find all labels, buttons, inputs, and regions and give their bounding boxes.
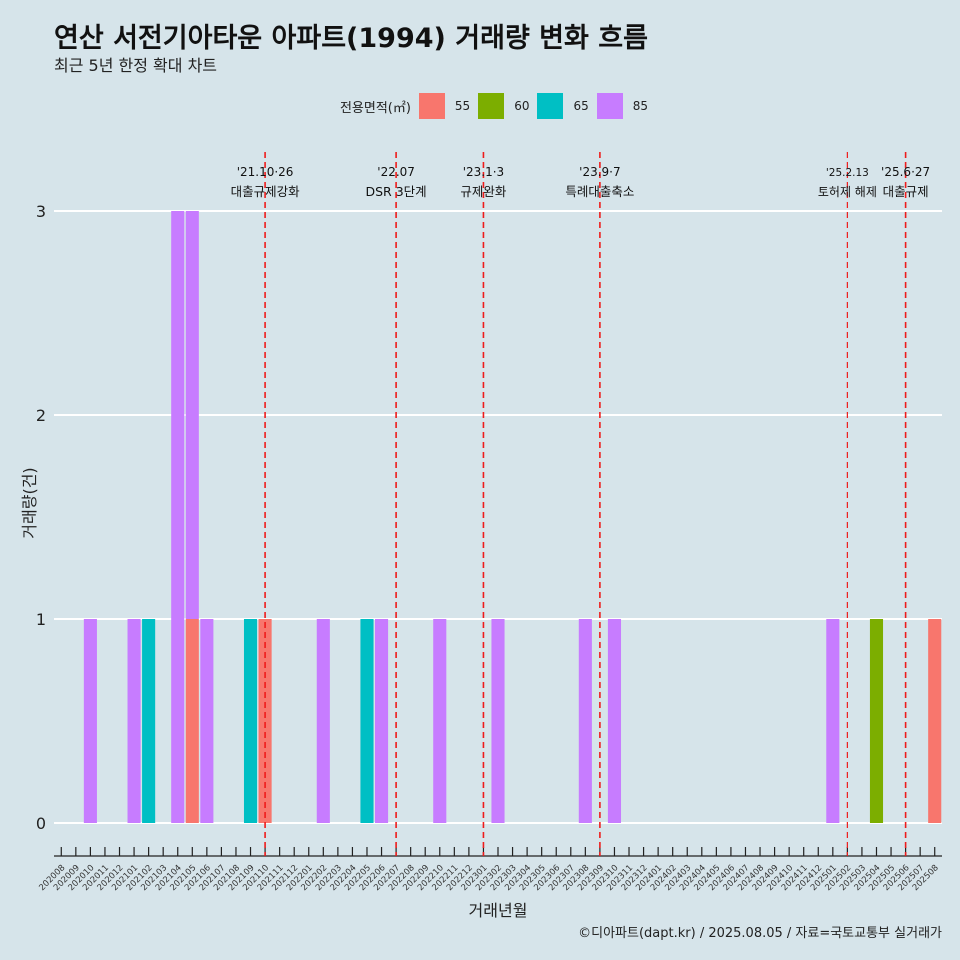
- legend-label-55: 55: [454, 99, 471, 113]
- annotation-label: 대출규제강화: [231, 184, 301, 199]
- legend-item-85: 85: [596, 93, 649, 119]
- bar-65-202109: [243, 619, 258, 823]
- y-tick-label: 2: [36, 406, 46, 425]
- y-tick-label: 0: [36, 814, 46, 833]
- chart-subtitle: 최근 5년 한정 확대 차트: [54, 56, 218, 75]
- legend-swatch-60: [478, 93, 505, 119]
- legend-item-65: 65: [537, 93, 589, 119]
- annotation-date: '22.07: [377, 165, 415, 179]
- bar-85-202101: [127, 619, 141, 823]
- legend-title: 전용면적(㎡): [339, 100, 411, 116]
- bar-65-202205: [360, 619, 374, 823]
- x-axis-label: 거래년월: [468, 901, 528, 920]
- annotation-label: DSR 3단계: [366, 184, 427, 199]
- bar-85-202106: [200, 619, 214, 823]
- annotation-date: '21.10·26: [237, 165, 294, 179]
- bar-65-202102: [142, 619, 156, 823]
- annotation-date: '25.2.13: [826, 167, 869, 179]
- bar-85-202105: [185, 211, 199, 619]
- bar-55-202508: [928, 619, 942, 823]
- bar-85-202206: [374, 619, 389, 823]
- bar-85-202310: [607, 619, 622, 823]
- annotation-label: 규제완화: [460, 184, 507, 199]
- y-tick-label: 1: [36, 610, 46, 629]
- annotation-label: 특례대출축소: [565, 184, 634, 199]
- annotation-date: '23.1·3: [463, 165, 504, 179]
- bar-60-202504: [869, 619, 884, 823]
- annotation-date: '23.9·7: [579, 165, 620, 179]
- chart-title: 연산 서전기아타운 아파트(1994) 거래량 변화 흐름: [54, 23, 648, 54]
- bar-85-202202: [316, 619, 330, 823]
- legend: 전용면적(㎡) 55 60 65 85: [0, 93, 960, 119]
- bar-85-202302: [491, 619, 505, 823]
- bar-55-202110: [258, 619, 272, 823]
- y-axis-label: 거래량(건): [20, 467, 39, 539]
- caption: ©디아파트(dapt.kr) / 2025.08.05 / 자료=국토교통부 실…: [578, 926, 942, 941]
- bar-85-202210: [433, 619, 447, 823]
- annotation-label: 대출규제: [883, 184, 929, 199]
- legend-swatch-65: [537, 93, 564, 119]
- legend-item-55: 55: [418, 93, 471, 119]
- y-tick-label: 3: [36, 202, 46, 221]
- bar-85-202501: [826, 619, 840, 823]
- legend-label-60: 60: [514, 99, 530, 113]
- legend-label-85: 85: [632, 99, 649, 113]
- legend-label-65: 65: [573, 99, 589, 113]
- legend-item-60: 60: [478, 93, 529, 119]
- bar-85-202104: [171, 211, 185, 823]
- bar-85-202010: [83, 619, 97, 823]
- bar-55-202105: [185, 619, 199, 823]
- annotation-date: '25.6·27: [881, 165, 930, 179]
- annotation-label: 토허제 해제: [818, 185, 877, 199]
- legend-swatch-55: [418, 93, 445, 119]
- legend-swatch-85: [596, 93, 623, 119]
- bar-85-202308: [578, 619, 592, 823]
